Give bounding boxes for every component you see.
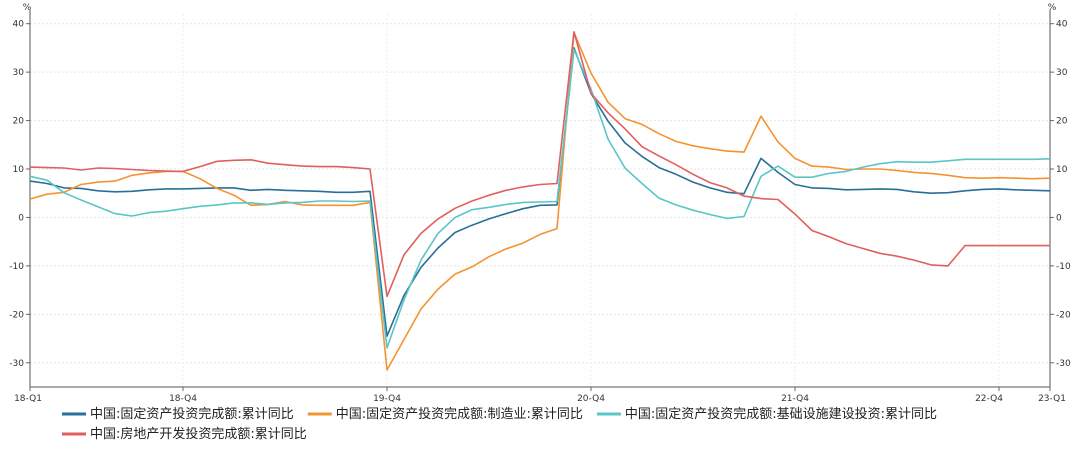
series-line-3	[29, 48, 1051, 349]
axes: -30 -30 -20 -20 -10 -10 0 0 10 10 20 20 30 30 40 40% % 18…	[9, 3, 1071, 404]
legend-label: 中国:固定资产投资完成额:制造业:累计同比	[336, 406, 583, 422]
y-tick-label-right: 30	[1056, 68, 1068, 78]
x-tick-label: 19-Q4	[373, 394, 401, 404]
y-tick-label-right: -10	[1056, 262, 1071, 272]
y-tick-label: -10	[9, 262, 24, 272]
series-lines	[29, 31, 1051, 371]
y-tick-label: 40	[13, 20, 25, 30]
y-tick-label: 0	[18, 213, 24, 223]
series-line-2	[29, 31, 1051, 371]
y-tick-label-right: 10	[1056, 165, 1068, 175]
y-unit-label-left: %	[23, 3, 32, 13]
x-tick-label: 18-Q1	[14, 394, 42, 404]
y-tick-label-right: 0	[1056, 213, 1062, 223]
y-unit-label-right: %	[1048, 3, 1057, 13]
legend: 中国:固定资产投资完成额:累计同比 中国:固定资产投资完成额:制造业:累计同比 中国…	[62, 406, 937, 442]
y-tick-label: 30	[13, 68, 25, 78]
y-tick-label: 20	[13, 117, 25, 127]
y-tick-label: -20	[9, 310, 24, 320]
x-tick-label: 20-Q4	[577, 394, 605, 404]
gridlines	[30, 14, 1050, 387]
legend-label: 中国:房地产开发投资完成额:累计同比	[90, 426, 307, 442]
y-tick-label-right: 40	[1056, 20, 1068, 30]
y-tick-label: 10	[13, 165, 25, 175]
x-tick-label: 23-Q1	[1038, 394, 1066, 404]
x-tick-label: 18-Q4	[169, 394, 197, 404]
x-tick-label: 21-Q4	[781, 394, 809, 404]
legend-label: 中国:固定资产投资完成额:基础设施建设投资:累计同比	[625, 406, 937, 422]
legend-label: 中国:固定资产投资完成额:累计同比	[90, 406, 294, 422]
y-tick-label-right: -30	[1056, 359, 1071, 369]
y-tick-label-right: 20	[1056, 117, 1068, 127]
y-tick-label-right: -20	[1056, 310, 1071, 320]
series-line-1	[29, 47, 1051, 337]
y-tick-label: -30	[9, 359, 24, 369]
series-line-4	[29, 31, 1050, 298]
x-tick-label: 22-Q4	[975, 394, 1003, 404]
